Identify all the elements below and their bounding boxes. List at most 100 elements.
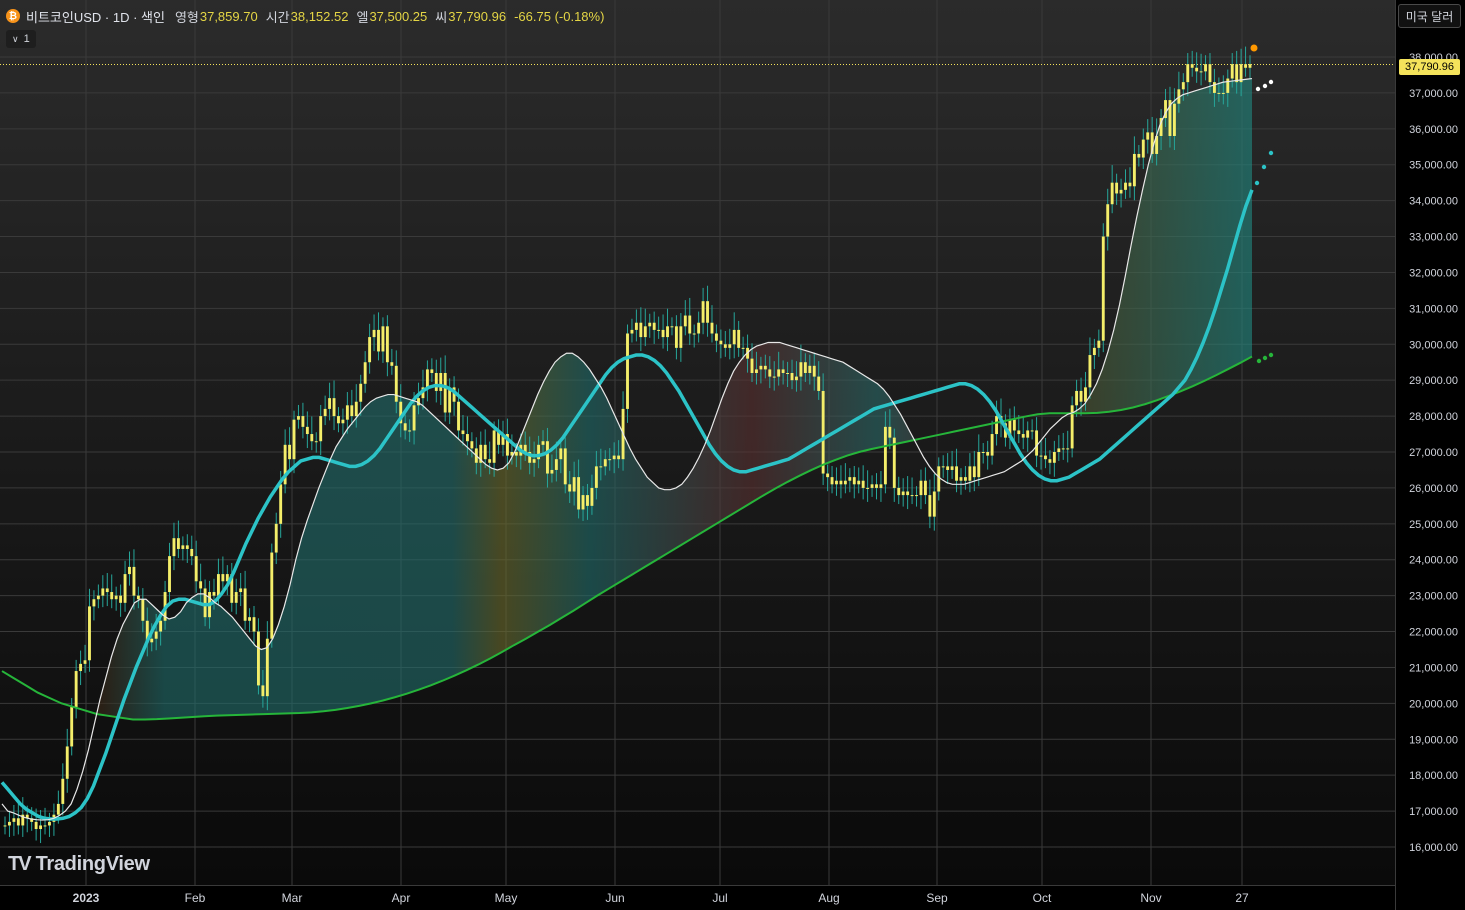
- candle-body: [350, 405, 354, 417]
- projection-dot: [1268, 150, 1274, 156]
- candle-body: [697, 322, 701, 334]
- candle-body: [661, 329, 665, 338]
- candle-body: [74, 671, 78, 707]
- candle-body: [572, 477, 576, 492]
- currency-button[interactable]: 미국 달러: [1398, 4, 1461, 28]
- symbol-title[interactable]: 비트코인USD · 1D · 색인: [26, 9, 165, 25]
- tradingview-wordmark: TradingView: [35, 853, 150, 875]
- candle-body: [923, 480, 927, 496]
- candle-body: [337, 416, 340, 424]
- candle-body: [879, 484, 883, 488]
- candle-body: [417, 398, 420, 406]
- candle-body: [532, 459, 536, 463]
- candle-body: [643, 326, 647, 338]
- high-label: 시간: [265, 9, 290, 25]
- candle-body: [1181, 82, 1185, 90]
- candle-body: [345, 405, 349, 420]
- candle-body: [799, 362, 803, 377]
- candle-body: [1088, 355, 1092, 388]
- candle-body: [1150, 132, 1154, 154]
- tradingview-mark-icon: TV: [8, 853, 32, 875]
- candle-body: [919, 480, 923, 496]
- candle-body: [941, 466, 945, 468]
- candle-body: [750, 358, 754, 373]
- candle-body: [252, 617, 256, 632]
- candle-body: [1235, 64, 1239, 83]
- candle-body: [835, 480, 838, 485]
- candle-body: [626, 333, 629, 409]
- candle-body: [1075, 390, 1079, 406]
- candle-body: [261, 685, 265, 697]
- price-axis[interactable]: 16,000.00 17,000.00 18,000.00 19,000.00 20,0…: [1396, 0, 1465, 910]
- chart-area[interactable]: [0, 0, 1395, 885]
- candle-body: [479, 444, 483, 463]
- candle-body: [732, 329, 736, 345]
- candle-body: [817, 376, 821, 391]
- candle-body: [808, 365, 812, 373]
- candle-body: [1097, 340, 1101, 348]
- time-tick-label: Sep: [926, 891, 948, 905]
- projection-dot: [1268, 79, 1274, 85]
- alert-dot: [1250, 44, 1258, 52]
- candle-body: [274, 523, 278, 553]
- candle-body: [150, 638, 154, 643]
- price-tick-label: 32,000.00: [1409, 267, 1458, 279]
- indicator-collapse-button[interactable]: ∨ 1: [6, 30, 36, 48]
- candle-body: [239, 588, 243, 593]
- time-tick-label: Jun: [605, 891, 624, 905]
- time-axis[interactable]: 2023 Feb Mar Apr May Jun Jul Aug Sep Oct Nov 27: [0, 886, 1395, 910]
- candle-body: [594, 466, 598, 488]
- candle-body: [457, 401, 460, 431]
- candle-body: [381, 326, 385, 352]
- candle-body: [843, 480, 847, 485]
- candle-body: [1030, 430, 1034, 432]
- candle-body: [959, 477, 963, 481]
- candle-body: [719, 340, 723, 345]
- candle-body: [377, 329, 380, 352]
- price-tick-label: 29,000.00: [1409, 375, 1458, 387]
- price-tick-label: 17,000.00: [1409, 806, 1458, 818]
- candle-body: [354, 401, 358, 417]
- candle-body: [723, 344, 727, 348]
- candle-body: [1044, 455, 1047, 460]
- candle-body: [537, 444, 541, 460]
- indicator-count: 1: [23, 33, 30, 45]
- candle-body: [8, 821, 11, 826]
- candle-body: [906, 491, 910, 496]
- price-tick-label: 31,000.00: [1409, 303, 1458, 315]
- projection-dot: [1268, 352, 1274, 358]
- candle-body: [506, 434, 509, 456]
- candle-body: [159, 620, 163, 632]
- candle-body: [892, 437, 896, 488]
- price-tick-label: 30,000.00: [1409, 339, 1458, 351]
- candle-body: [972, 466, 976, 478]
- candle-body: [630, 329, 634, 334]
- time-tick-label: May: [495, 891, 518, 905]
- candle-body: [1204, 64, 1207, 72]
- candle-body: [812, 365, 816, 377]
- tradingview-logo[interactable]: TV TradingView: [8, 853, 150, 876]
- price-tick-label: 26,000.00: [1409, 483, 1458, 495]
- candle-body: [341, 419, 345, 424]
- candle-body: [399, 401, 403, 424]
- candle-body: [394, 365, 398, 402]
- candle-body: [946, 466, 950, 470]
- candle-body: [1164, 100, 1167, 119]
- candle-body: [1026, 430, 1030, 438]
- candle-body: [1226, 78, 1230, 93]
- candle-body: [448, 387, 452, 413]
- time-divider: [0, 885, 1396, 886]
- candle-body: [1177, 89, 1181, 104]
- price-chart[interactable]: [0, 0, 1395, 885]
- price-axis-labels: 16,000.00 17,000.00 18,000.00 19,000.00 20,0…: [1409, 52, 1458, 854]
- price-tick-label: 36,000.00: [1409, 124, 1458, 136]
- candle-body: [105, 588, 109, 593]
- candle-body: [168, 556, 171, 593]
- candle-body: [123, 574, 127, 603]
- candle-body: [83, 660, 87, 664]
- candle-body: [225, 574, 229, 582]
- price-tick-label: 33,000.00: [1409, 232, 1458, 244]
- candle-body: [328, 398, 332, 409]
- candle-body: [1244, 64, 1247, 68]
- close-value: 37,790.96: [448, 8, 507, 24]
